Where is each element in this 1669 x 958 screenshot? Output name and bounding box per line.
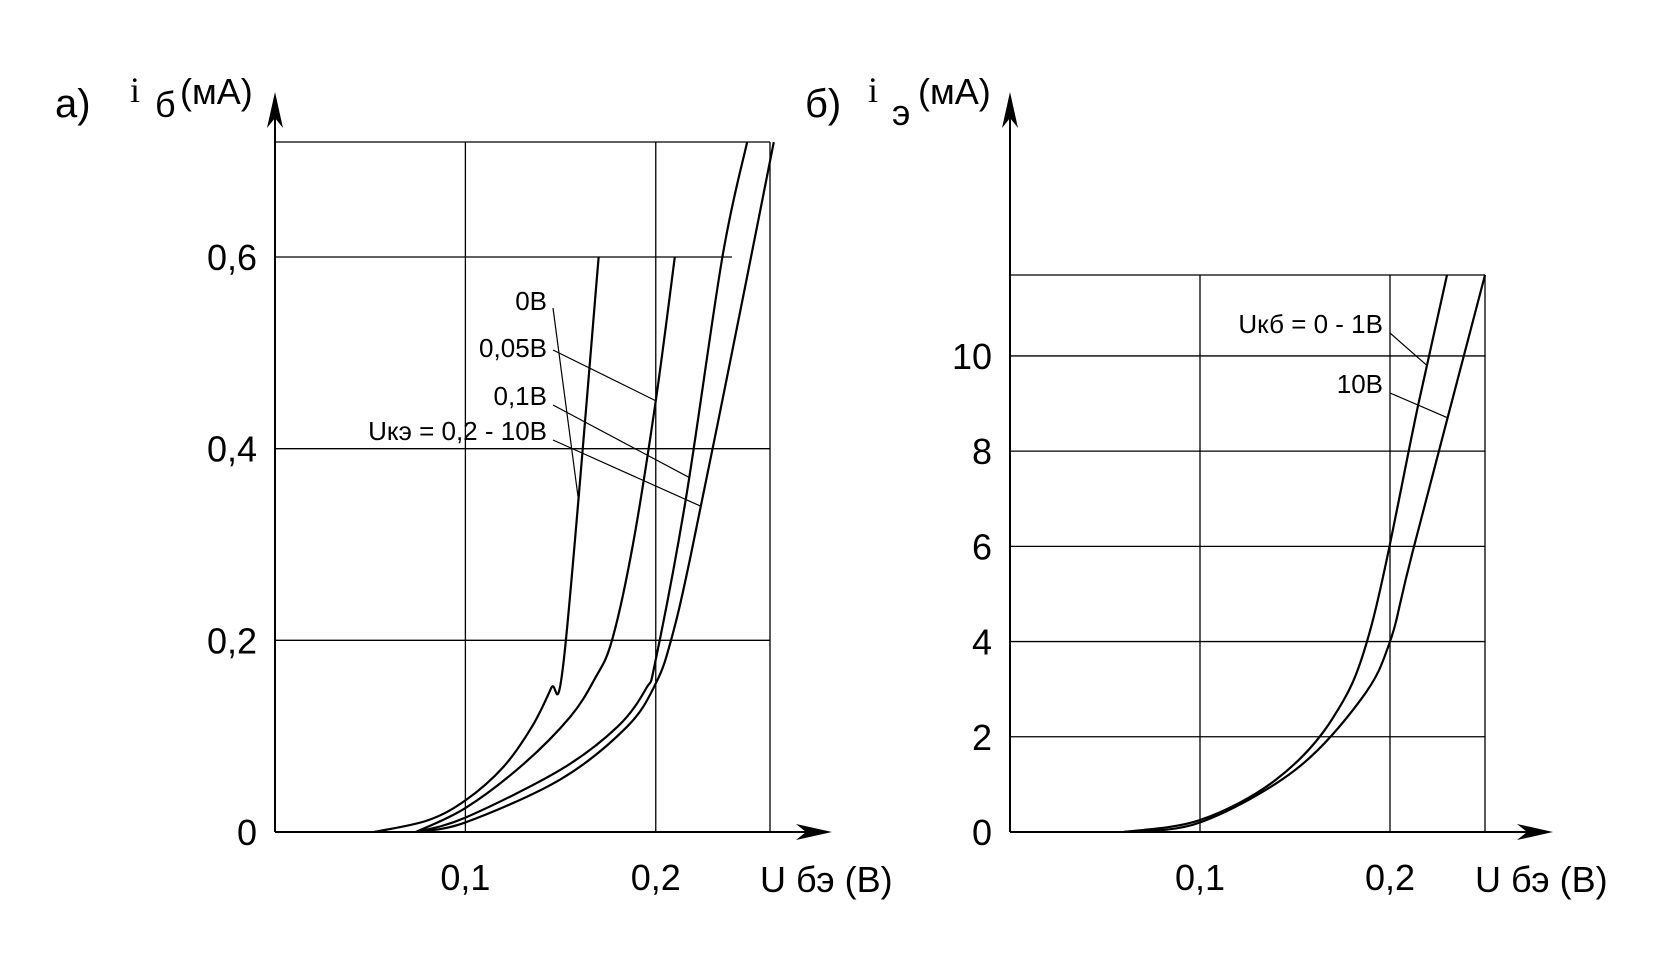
panel-a-leader-line-0 <box>552 307 579 497</box>
panel-b-leader-line-0 <box>1389 332 1428 366</box>
panel-b-ytick-1: 2 <box>972 717 992 758</box>
panel-b-label: б) <box>805 82 841 126</box>
panel-a-series-label-2: 0,1В <box>494 381 548 411</box>
panel-a-x-arrow <box>796 824 832 840</box>
panel-a-series-line-1 <box>415 256 676 833</box>
panel-b-ytick-3: 6 <box>972 526 992 567</box>
panel-a-label: а) <box>55 82 91 126</box>
panel-b-ylabel-sub: э <box>892 92 910 133</box>
panel-a-ytick-1: 0,2 <box>207 620 257 661</box>
panel-a-ytick-0: 0 <box>237 812 257 853</box>
panel-b-xtick-1: 0,2 <box>1365 857 1415 898</box>
panel-b-x-arrow <box>1517 824 1553 840</box>
panel-b-ytick-4: 8 <box>972 431 992 472</box>
panel-b-series-label-1: 10В <box>1337 369 1383 399</box>
chart-panel-a: а) i б (мА) U бэ (В) 0 0,2 0,4 0,6 0,1 0,2 0В… <box>55 70 893 900</box>
panel-a-ylabel-symbol: i <box>130 70 140 110</box>
panel-b-y-arrow <box>1002 92 1018 128</box>
panel-a-ylabel-sub: б <box>155 84 176 125</box>
panel-b-ytick-5: 10 <box>952 336 992 377</box>
panel-a-series-line-2 <box>415 141 749 834</box>
panel-a-ytick-3: 0,6 <box>207 237 257 278</box>
panel-b-xlabel: U бэ (В) <box>1475 859 1608 900</box>
panel-b-series-label-0: Uкб = 0 - 1В <box>1238 309 1383 339</box>
panel-b-xtick-0: 0,1 <box>1175 857 1225 898</box>
panel-b-ylabel-unit: (мА) <box>918 71 991 112</box>
panel-b-series-line-1 <box>1123 274 1487 834</box>
panel-a-leader-line-2 <box>552 404 690 478</box>
panel-b-leader-line-1 <box>1389 392 1448 419</box>
panel-a-xlabel: U бэ (В) <box>760 859 893 900</box>
panel-a-series-line-3 <box>415 141 775 834</box>
panel-b-ytick-0: 0 <box>972 812 992 853</box>
panel-a-series-label-1: 0,05В <box>479 333 547 363</box>
panel-b-series-line-0 <box>1123 274 1449 834</box>
panel-a-xtick-0: 0,1 <box>440 857 490 898</box>
panel-a-ytick-2: 0,4 <box>207 429 257 470</box>
panel-a-leader-line-3 <box>552 439 701 507</box>
panel-a-series-label-3: Uкэ = 0,2 - 10В <box>368 416 547 446</box>
panel-a-y-arrow <box>267 92 283 128</box>
panel-a-series-label-0: 0В <box>515 286 547 316</box>
panel-b-ytick-2: 4 <box>972 622 992 663</box>
panel-a-ylabel-unit: (мА) <box>180 71 253 112</box>
panel-a-leader-line-1 <box>552 349 657 402</box>
panel-a-series-line-0 <box>373 256 600 834</box>
panel-b-ylabel-symbol: i <box>868 70 878 110</box>
chart-panel-b: б) i э (мА) U бэ (В) 0 2 4 6 8 10 0,1 0,2 Uкб =… <box>805 70 1608 900</box>
panel-a-xtick-1: 0,2 <box>631 857 681 898</box>
